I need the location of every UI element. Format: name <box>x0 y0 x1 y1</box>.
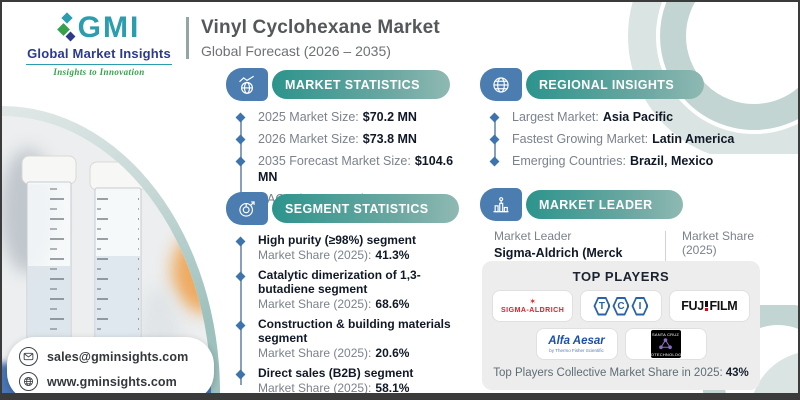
leader-chart-icon <box>480 188 522 221</box>
gmi-logo-diamonds-icon <box>56 12 76 44</box>
regional-insights-section: REGIONAL INSIGHTS Largest Market: Asia Pa… <box>480 68 780 175</box>
player-logo-fujifilm: FUJ FILM <box>668 290 750 322</box>
market-statistics-title: MARKET STATISTICS <box>272 70 450 99</box>
gmi-logo: GMI Global Market Insights Insights to I… <box>16 12 182 77</box>
top-players-panel: TOP PLAYERS ✶ SIGMA-ALDRICH T C I FUJ FIL… <box>482 261 760 390</box>
list-item: 2035 Forecast Market Size: $104.6 MN <box>238 153 468 185</box>
contact-card: sales@gminsights.com www.gminsights.com <box>7 337 214 393</box>
contact-website[interactable]: www.gminsights.com <box>17 369 204 393</box>
page-header: Vinyl Cyclohexane Market Global Forecast… <box>186 17 440 59</box>
list-item: High purity (≥98%) segment Market Share … <box>238 233 472 262</box>
sigma-aldrich-emblem-icon: ✶ <box>529 297 537 306</box>
list-item: Direct sales (B2B) segment Market Share … <box>238 366 472 393</box>
divider <box>664 231 666 274</box>
pie-chart-icon <box>226 192 268 225</box>
gmi-logo-name: Global Market Insights <box>27 46 171 61</box>
list-item: Catalytic dimerization of 1,3-butadiene … <box>238 268 472 311</box>
gmi-logo-text: GMI <box>77 11 141 44</box>
player-logo-tci: T C I <box>580 290 662 322</box>
gmi-logo-tagline: Insights to Innovation <box>53 67 145 77</box>
market-leader-title: MARKET LEADER <box>526 190 683 219</box>
list-item: Emerging Countries: Brazil, Mexico <box>492 153 780 169</box>
top-players-collective-share: Top Players Collective Market Share in 2… <box>493 367 749 379</box>
segment-statistics-section: SEGMENT STATISTICS High purity (≥98%) se… <box>226 192 472 393</box>
regional-insights-title: REGIONAL INSIGHTS <box>526 70 705 99</box>
list-item: Largest Market: Asia Pacific <box>492 109 780 125</box>
email-icon <box>19 347 38 366</box>
player-logo-alfa-aesar: Alfa Aesar by Thermo Fisher Scientific <box>535 328 618 360</box>
segment-statistics-list: High purity (≥98%) segment Market Share … <box>238 233 472 393</box>
list-item: 2025 Market Size: $70.2 MN <box>238 109 468 125</box>
market-share-label: Market Share (2025) <box>681 229 754 257</box>
page-subtitle: Global Forecast (2026 – 2035) <box>201 43 391 59</box>
segment-statistics-title: SEGMENT STATISTICS <box>272 194 459 223</box>
list-item: 2026 Market Size: $73.8 MN <box>238 131 468 147</box>
regional-insights-list: Largest Market: Asia Pacific Fastest Grow… <box>492 109 780 169</box>
contact-email[interactable]: sales@gminsights.com <box>17 344 204 369</box>
player-logo-sigma-aldrich: ✶ SIGMA-ALDRICH <box>492 290 574 322</box>
market-leader-label: Market Leader <box>494 229 572 243</box>
top-players-title: TOP PLAYERS <box>572 269 670 284</box>
gmi-logo-rule <box>26 64 172 65</box>
globe-trend-icon <box>226 68 268 101</box>
list-item: Fastest Growing Market: Latin America <box>492 131 780 147</box>
page-title: Vinyl Cyclohexane Market <box>201 17 440 38</box>
player-logo-santa-cruz: SANTA CRUZ BIOTECHNOLOGY <box>624 328 707 360</box>
globe-icon <box>480 68 522 101</box>
website-globe-icon <box>19 372 38 391</box>
fujifilm-i-dot-icon <box>705 301 708 311</box>
list-item: Construction & building materials segmen… <box>238 317 472 360</box>
santa-cruz-logo-icon: SANTA CRUZ BIOTECHNOLOGY <box>646 330 685 358</box>
